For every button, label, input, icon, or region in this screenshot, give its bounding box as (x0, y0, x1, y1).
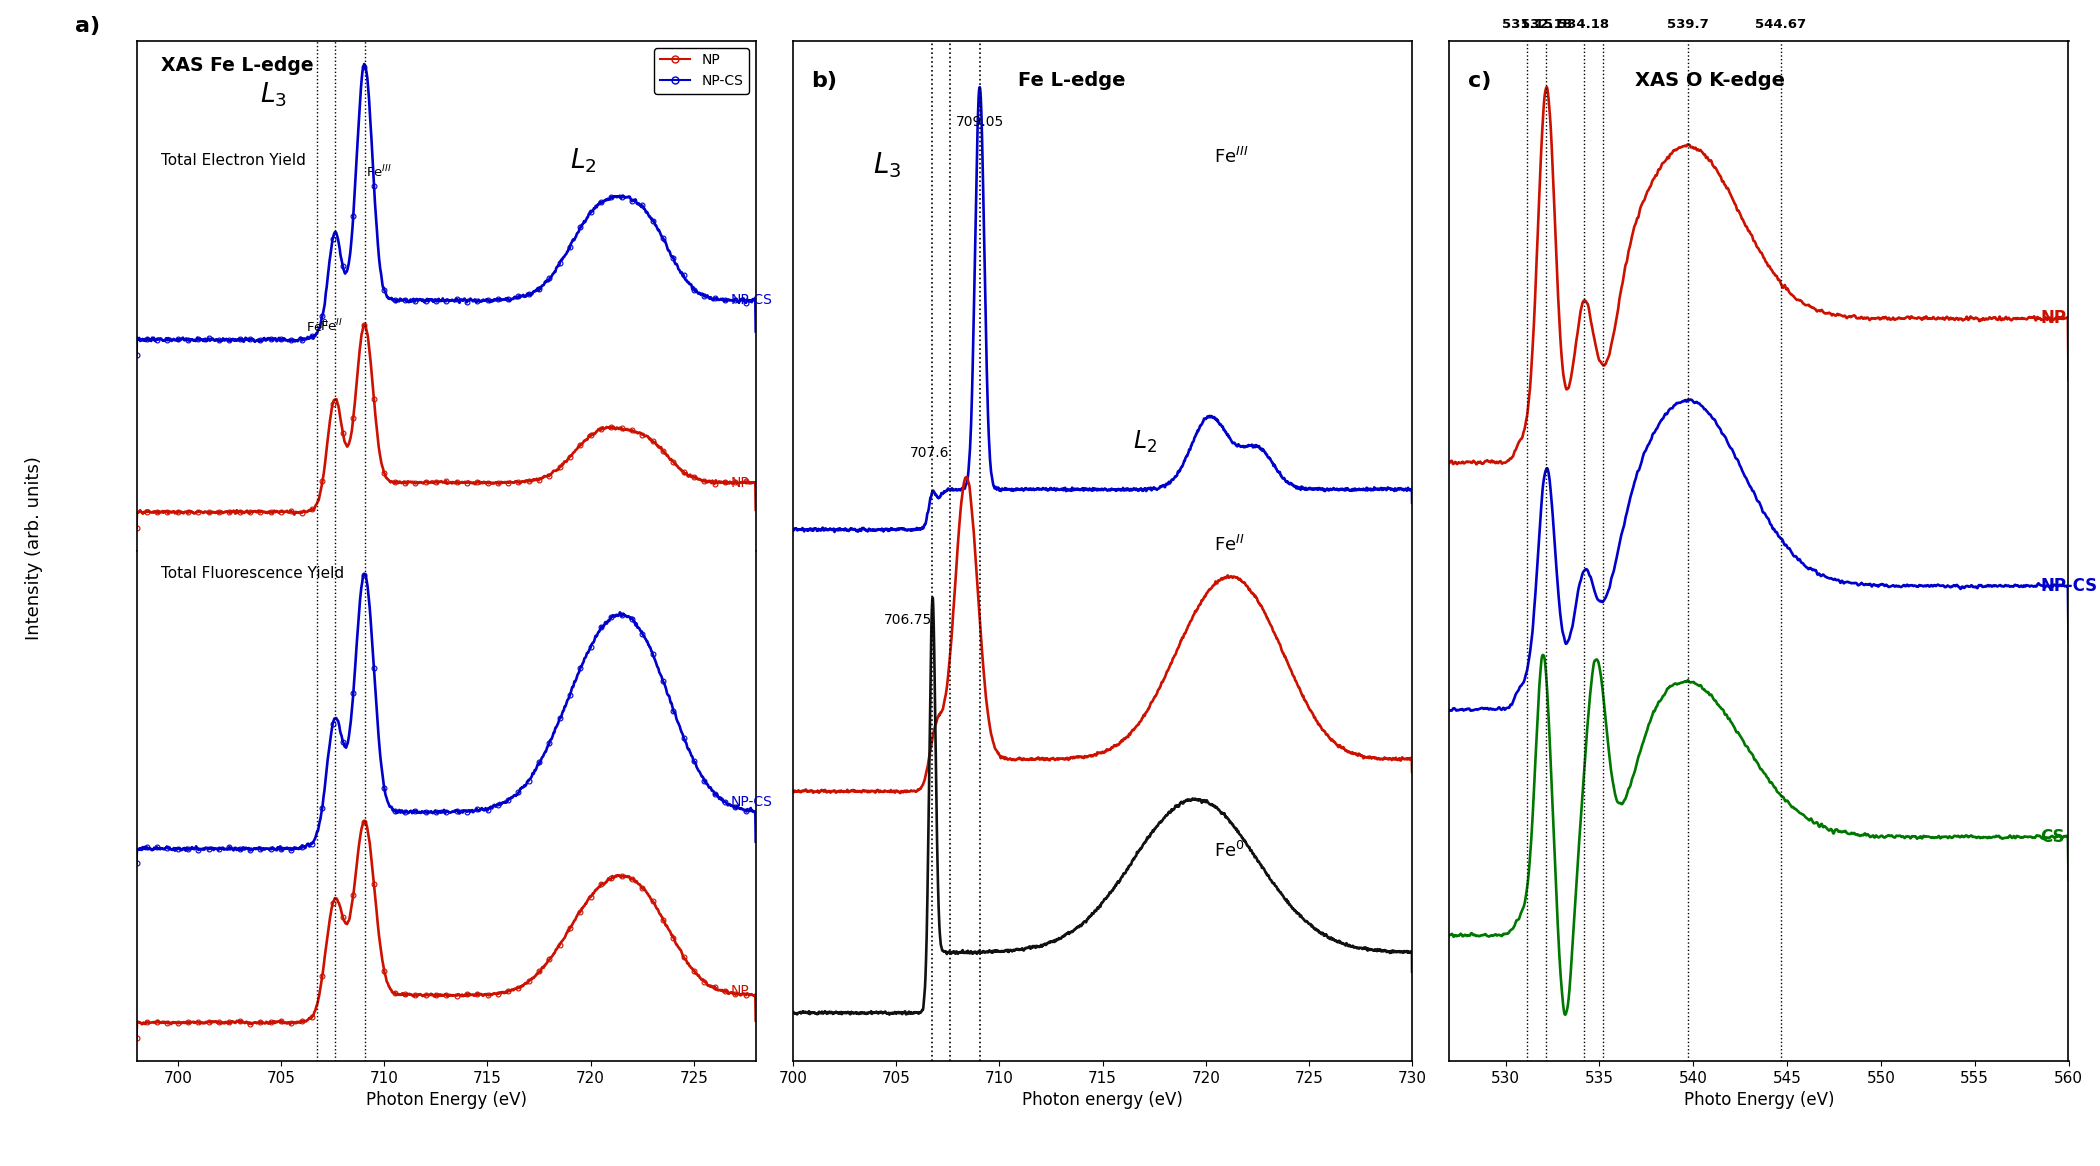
Text: NP: NP (2041, 309, 2066, 326)
Text: Fe$^0$: Fe$^0$ (304, 318, 330, 335)
Text: $L_3$: $L_3$ (874, 150, 901, 181)
Text: 706.75: 706.75 (884, 613, 932, 627)
Text: $L_2$: $L_2$ (569, 147, 596, 175)
Text: XAS O K-edge: XAS O K-edge (1636, 71, 1785, 91)
Text: $L_2$: $L_2$ (1134, 429, 1157, 455)
Text: NP-CS: NP-CS (731, 794, 773, 808)
Text: 539.7: 539.7 (1667, 17, 1709, 30)
Text: CS: CS (2041, 828, 2064, 845)
Text: Fe$^{II}$: Fe$^{II}$ (319, 317, 342, 333)
Text: NP: NP (731, 984, 750, 998)
Text: Fe$^{II}$: Fe$^{II}$ (1214, 535, 1245, 555)
Legend: NP, NP-CS: NP, NP-CS (653, 48, 750, 93)
Text: c): c) (1468, 71, 1491, 91)
Text: XAS Fe L-edge: XAS Fe L-edge (162, 56, 313, 75)
Text: Fe$^{III}$: Fe$^{III}$ (1214, 147, 1247, 167)
Text: Fe$^{0}$: Fe$^{0}$ (1214, 841, 1245, 861)
Text: 709.05: 709.05 (956, 115, 1004, 129)
Text: NP-CS: NP-CS (2041, 577, 2098, 595)
Text: 532.18: 532.18 (1520, 17, 1573, 30)
Text: Fe L-edge: Fe L-edge (1018, 71, 1126, 91)
X-axis label: Photon energy (eV): Photon energy (eV) (1023, 1091, 1182, 1109)
Text: 531.15: 531.15 (1502, 17, 1552, 30)
Text: Total Electron Yield: Total Electron Yield (162, 153, 307, 168)
Text: Fe$^{III}$: Fe$^{III}$ (365, 164, 391, 181)
Text: Intensity (arb. units): Intensity (arb. units) (25, 456, 44, 640)
Text: a): a) (76, 15, 99, 36)
Text: 707.6: 707.6 (909, 447, 949, 461)
Text: Total Fluorescence Yield: Total Fluorescence Yield (162, 567, 344, 581)
Text: 534.18: 534.18 (1558, 17, 1609, 30)
Text: NP: NP (731, 476, 750, 490)
X-axis label: Photon Energy (eV): Photon Energy (eV) (365, 1091, 527, 1109)
Text: $L_3$: $L_3$ (260, 80, 288, 108)
X-axis label: Photo Energy (eV): Photo Energy (eV) (1684, 1091, 1833, 1109)
Text: NP-CS: NP-CS (731, 294, 773, 308)
Text: b): b) (811, 71, 838, 91)
Text: 544.67: 544.67 (1756, 17, 1806, 30)
